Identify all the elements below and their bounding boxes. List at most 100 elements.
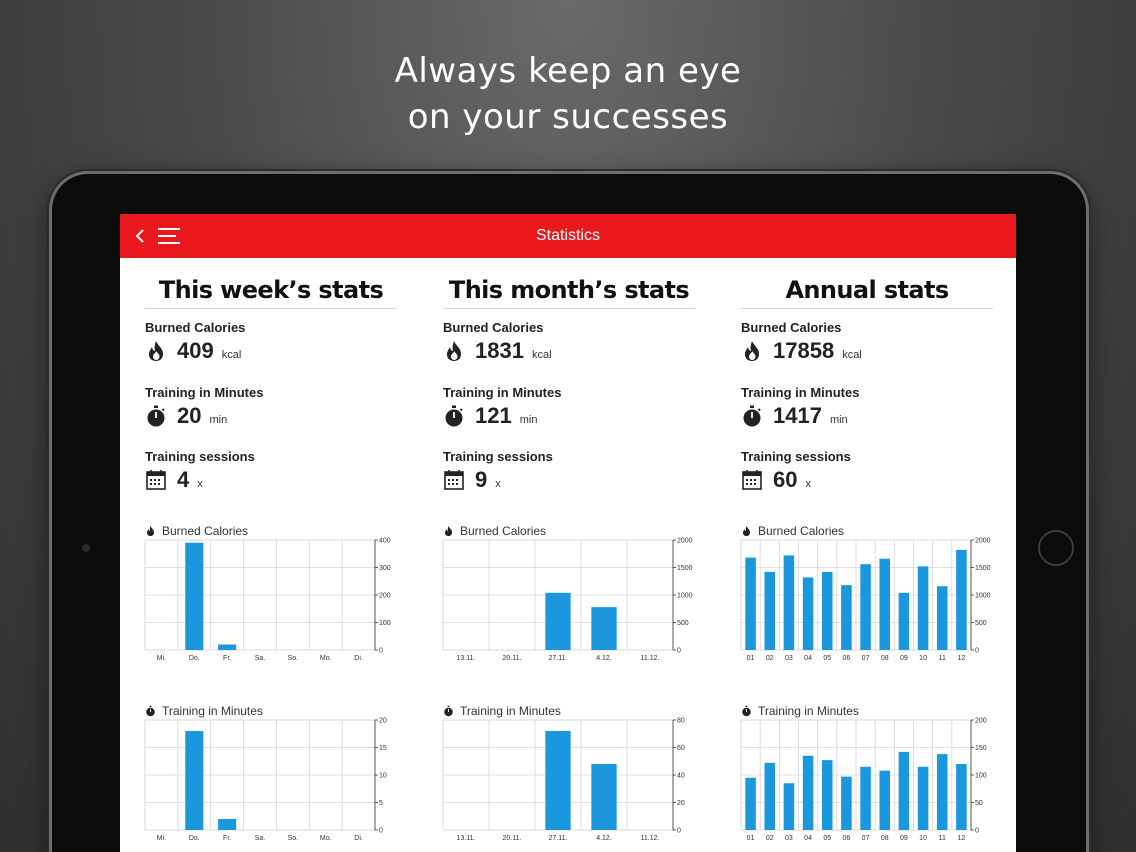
calories-unit: kcal bbox=[531, 349, 552, 361]
x-tick-label: Sa. bbox=[255, 835, 266, 842]
bar bbox=[591, 764, 617, 830]
bar bbox=[860, 564, 871, 650]
bar bbox=[545, 731, 571, 830]
chart-caption-minutes: Training in Minutes bbox=[145, 704, 263, 718]
x-tick-label: 06 bbox=[843, 655, 851, 662]
back-icon[interactable] bbox=[134, 226, 146, 246]
y-tick-label: 0 bbox=[379, 648, 383, 655]
flame-icon bbox=[149, 341, 163, 361]
bar bbox=[841, 585, 852, 650]
chart-month-minutes: 0 20 40 60 80 13.11. 20.11. 27.11. 4.12. 11.12. bbox=[442, 718, 685, 842]
sessions-value: 9 bbox=[475, 467, 488, 492]
stopwatch-icon bbox=[147, 405, 165, 427]
stat-calories: 17858 kcal bbox=[741, 338, 862, 364]
calendar-icon bbox=[742, 470, 762, 490]
x-tick-label: 05 bbox=[823, 655, 831, 662]
y-tick-label: 200 bbox=[379, 593, 391, 600]
stopwatch-icon bbox=[445, 405, 463, 427]
x-tick-label: Mo. bbox=[320, 835, 332, 842]
minutes-value: 1417 bbox=[773, 403, 822, 428]
bar bbox=[764, 571, 776, 650]
y-tick-label: 1000 bbox=[975, 593, 991, 600]
x-tick-label: 4.12. bbox=[596, 835, 612, 842]
sessions-unit: x bbox=[197, 478, 203, 490]
y-tick-label: 10 bbox=[379, 773, 387, 780]
y-tick-label: 15 bbox=[379, 745, 387, 752]
minutes-unit: min bbox=[519, 414, 538, 426]
bar bbox=[545, 592, 571, 650]
bar bbox=[898, 751, 910, 830]
y-tick-label: 2000 bbox=[677, 538, 693, 545]
headline-line-2: on your successes bbox=[407, 97, 729, 137]
x-tick-label: Di. bbox=[354, 835, 363, 842]
sessions-unit: x bbox=[805, 478, 811, 490]
bar bbox=[821, 571, 833, 650]
x-tick-label: 07 bbox=[862, 835, 870, 842]
stopwatch-icon bbox=[146, 705, 155, 717]
y-tick-label: 40 bbox=[677, 773, 685, 780]
y-tick-label: 0 bbox=[677, 828, 681, 835]
flame-icon bbox=[445, 526, 452, 536]
minutes-value: 20 bbox=[177, 403, 202, 428]
x-tick-label: Sa. bbox=[255, 655, 266, 662]
month-stats-column: This month’s stats Burned Calories 1831 … bbox=[442, 258, 695, 852]
chart-annual-calories: 0 500 1000 1500 2000 01 02 03 04 05 06 07 08 09 10 11 12 bbox=[740, 538, 991, 662]
divider bbox=[741, 308, 993, 309]
chart-annual-minutes: 0 50 100 150 200 01 02 03 04 05 06 07 08 09 10 11 12 bbox=[740, 718, 987, 842]
headline: Always keep an eye on your successes bbox=[0, 48, 1136, 140]
y-tick-label: 1000 bbox=[677, 593, 693, 600]
chart-caption-calories: Burned Calories bbox=[443, 524, 546, 538]
stat-sessions: 4 x bbox=[145, 467, 203, 493]
stat-label-minutes: Training in Minutes bbox=[145, 385, 264, 400]
stopwatch-icon bbox=[444, 705, 453, 717]
divider bbox=[443, 308, 695, 309]
sessions-unit: x bbox=[495, 478, 501, 490]
stat-calories: 409 kcal bbox=[145, 338, 241, 364]
stat-label-calories: Burned Calories bbox=[443, 320, 544, 335]
x-tick-label: 10 bbox=[919, 655, 927, 662]
y-tick-label: 20 bbox=[379, 718, 387, 725]
bar bbox=[898, 592, 910, 650]
x-tick-label: 12 bbox=[958, 835, 966, 842]
headline-line-1: Always keep an eye bbox=[394, 51, 742, 91]
chart-caption-calories: Burned Calories bbox=[145, 524, 248, 538]
y-tick-label: 300 bbox=[379, 565, 391, 572]
x-tick-label: 11.12. bbox=[641, 655, 660, 662]
x-tick-label: 11 bbox=[939, 655, 946, 662]
menu-icon[interactable] bbox=[158, 226, 180, 246]
flame-icon bbox=[745, 341, 759, 361]
x-tick-label: 04 bbox=[804, 835, 812, 842]
chart-caption-text: Burned Calories bbox=[758, 524, 845, 538]
bar bbox=[218, 644, 237, 650]
x-tick-label: 27.11. bbox=[549, 655, 568, 662]
bar bbox=[802, 577, 814, 650]
x-tick-label: 01 bbox=[747, 655, 755, 662]
x-tick-label: 13.11. bbox=[457, 835, 476, 842]
x-tick-label: 27.11. bbox=[549, 835, 568, 842]
bar bbox=[956, 549, 967, 650]
x-tick-label: Do. bbox=[189, 835, 200, 842]
calendar-icon bbox=[146, 470, 166, 490]
stat-label-sessions: Training sessions bbox=[741, 449, 851, 464]
bar bbox=[218, 819, 237, 830]
calories-unit: kcal bbox=[221, 349, 242, 361]
calendar-icon bbox=[444, 470, 464, 490]
bar bbox=[956, 764, 967, 830]
y-tick-label: 100 bbox=[975, 773, 987, 780]
x-tick-label: Mi. bbox=[157, 655, 166, 662]
minutes-value: 121 bbox=[475, 403, 512, 428]
x-tick-label: 07 bbox=[862, 655, 870, 662]
camera bbox=[82, 544, 90, 552]
y-tick-label: 2000 bbox=[975, 538, 991, 545]
stat-sessions: 9 x bbox=[443, 467, 501, 493]
stat-label-sessions: Training sessions bbox=[145, 449, 255, 464]
stat-label-sessions: Training sessions bbox=[443, 449, 553, 464]
x-tick-label: 11 bbox=[939, 835, 946, 842]
stopwatch-icon bbox=[743, 405, 761, 427]
calories-value: 1831 bbox=[475, 338, 524, 363]
app-bar: Statistics bbox=[120, 214, 1016, 258]
sessions-value: 4 bbox=[177, 467, 190, 492]
bar bbox=[185, 731, 204, 830]
bar bbox=[879, 770, 891, 830]
home-button bbox=[1038, 530, 1074, 566]
